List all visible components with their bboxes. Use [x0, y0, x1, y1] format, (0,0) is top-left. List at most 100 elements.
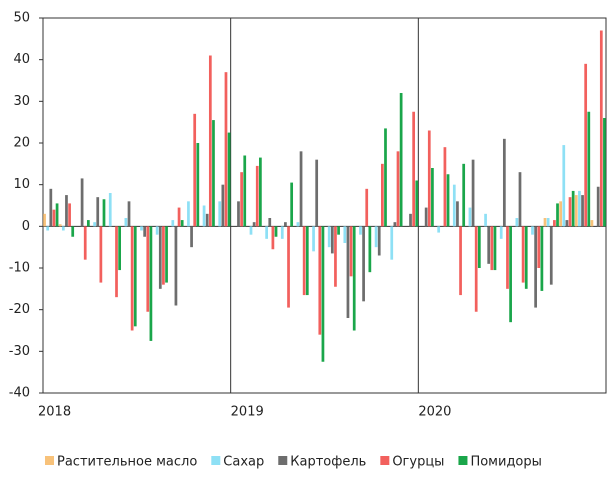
bar	[321, 226, 325, 362]
bar	[52, 209, 56, 227]
bar	[377, 226, 381, 256]
bar	[177, 207, 181, 227]
bar	[399, 93, 403, 227]
bar	[327, 226, 331, 248]
bar	[274, 226, 278, 237]
bar	[390, 226, 394, 260]
bar	[543, 218, 547, 227]
bar	[80, 178, 84, 227]
legend-label: Растительное масло	[57, 455, 197, 470]
bar	[599, 30, 603, 227]
bar	[102, 199, 106, 227]
bar	[227, 132, 231, 227]
bar	[302, 226, 306, 296]
x-tick-label: 2020	[418, 405, 451, 420]
bar	[255, 165, 259, 227]
bar	[343, 226, 347, 243]
bar	[240, 172, 243, 227]
bar	[202, 205, 206, 227]
bar	[540, 226, 544, 291]
bar	[524, 226, 528, 289]
bar	[474, 226, 478, 312]
bar	[490, 226, 494, 271]
legend-swatch	[45, 456, 54, 465]
legend-label: Помидоры	[470, 455, 541, 470]
bar	[334, 226, 337, 287]
bar	[299, 151, 303, 227]
bar	[224, 72, 228, 227]
bar	[443, 147, 447, 227]
bar	[162, 226, 165, 285]
bar	[193, 113, 197, 227]
bar	[484, 213, 487, 227]
bar	[133, 226, 137, 327]
bar	[208, 55, 212, 227]
bar	[158, 226, 162, 289]
bar	[284, 222, 287, 227]
bar	[565, 220, 569, 227]
legend-swatch	[211, 456, 221, 465]
legend-label: Картофель	[290, 455, 366, 470]
bar	[553, 220, 556, 227]
bar	[452, 184, 456, 227]
bar	[205, 213, 209, 227]
bar	[187, 201, 190, 227]
plot-frame	[42, 17, 607, 394]
bar	[502, 138, 506, 227]
bar	[196, 143, 200, 227]
legend-swatch	[278, 456, 288, 465]
bar	[381, 163, 384, 227]
bar	[521, 226, 525, 283]
x-tick-label: 2019	[231, 405, 264, 420]
bar	[362, 226, 365, 302]
bar	[393, 222, 397, 227]
bar	[346, 226, 350, 318]
bar	[49, 188, 53, 227]
y-tick-label: 20	[13, 136, 30, 151]
bar	[487, 226, 491, 264]
bar	[68, 203, 71, 227]
legend-label: Огурцы	[392, 455, 444, 470]
bar	[384, 128, 387, 227]
bar	[349, 226, 353, 277]
bar	[71, 226, 75, 237]
y-tick-label: -10	[9, 261, 30, 276]
bar	[559, 201, 563, 227]
bar	[259, 157, 262, 227]
bar	[537, 226, 541, 268]
bar	[571, 190, 575, 227]
bar	[290, 182, 294, 227]
bar	[546, 218, 550, 227]
bar	[171, 220, 175, 227]
bar	[218, 201, 222, 227]
bar	[146, 226, 150, 312]
bar	[568, 197, 572, 227]
bar	[499, 226, 503, 239]
bar	[427, 130, 431, 227]
bar	[518, 172, 522, 227]
bar	[471, 159, 475, 227]
bar	[409, 213, 412, 227]
bar	[578, 190, 581, 227]
bar	[318, 226, 322, 335]
bar	[352, 226, 356, 331]
bar	[93, 222, 96, 227]
bar	[574, 195, 578, 227]
bar	[603, 118, 606, 227]
bar	[515, 218, 519, 227]
bar	[337, 226, 340, 235]
y-tick-label: 10	[13, 177, 30, 192]
bar	[456, 201, 459, 227]
bar	[237, 201, 240, 227]
legend-swatch	[458, 456, 468, 465]
bar	[149, 226, 153, 341]
bar	[58, 224, 62, 227]
bar	[165, 226, 168, 283]
bar	[249, 226, 253, 235]
bar	[437, 226, 441, 233]
bar	[477, 226, 481, 268]
bar	[86, 220, 90, 227]
bar	[118, 226, 121, 271]
bar	[65, 195, 68, 227]
